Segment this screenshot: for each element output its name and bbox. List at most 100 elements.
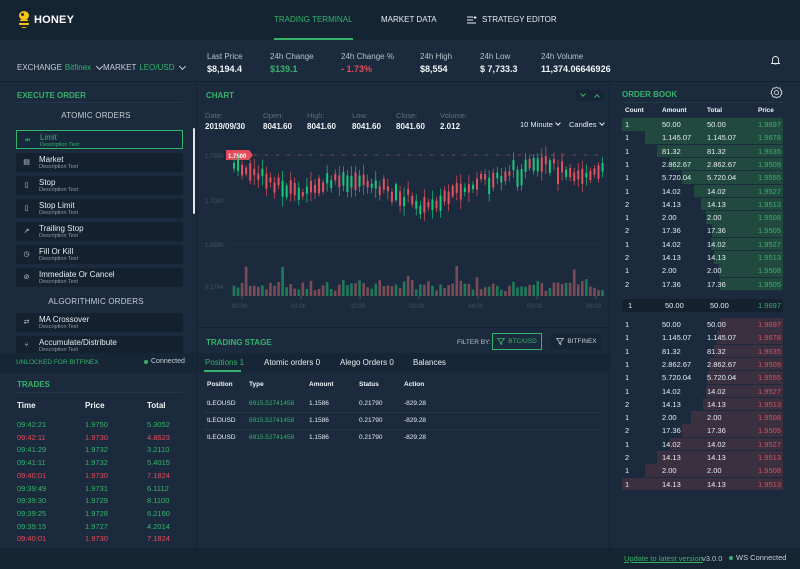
orderbook-bid-row[interactable]: 2 17.36 17.36 1.9505 [622, 224, 783, 237]
order-type-immediate-or-cancel[interactable]: ⊘ Immediate Or Cancel Description Text [16, 268, 183, 287]
depth-bar [700, 197, 783, 211]
orderbook-ask-row[interactable]: 2 14.13 14.13 1.9513 [622, 451, 783, 464]
order-type-limit[interactable]: ⇹ Limit Description Text [16, 130, 183, 149]
orderbook-ask-row[interactable]: 1 81.32 81.32 1.9635 [622, 344, 783, 358]
order-type-fill-or-kill[interactable]: ◷ Fill Or Kill Description Text [16, 245, 183, 264]
order-type-stop-limit[interactable]: ▯ Stop Limit Description Text [16, 199, 183, 218]
orderbook-bid-row[interactable]: 2 14.13 14.13 1.9513 [622, 251, 783, 264]
orderbook-bid-row[interactable]: 2 17.36 17.36 1.9505 [622, 277, 783, 291]
orderbook-ask-row[interactable]: 1 2.00 2.00 1.9508 [622, 411, 783, 424]
orderbook-ask-row[interactable]: 1 14.02 14.02 1.9527 [622, 384, 783, 397]
chart-type-dropdown[interactable]: Candles [569, 120, 605, 129]
order-type-stop[interactable]: ▯ Stop Description Text [16, 176, 183, 195]
orderbook-header-price: Price [758, 107, 774, 114]
market-selector[interactable]: MARKET LEO/USD [103, 62, 187, 72]
orderbook-cell: 2.862.67 [662, 359, 692, 369]
orderbook-cell: 2.00 [707, 266, 722, 276]
exchange-selector[interactable]: EXCHANGE Bitfinex [17, 62, 104, 72]
filter-pair-button[interactable]: BTC/USD [492, 333, 542, 350]
orderbook-cell: 1.9678 [758, 333, 781, 343]
orderbook-cell: 1.145.07 [707, 133, 737, 143]
app-logo[interactable]: HONEY [17, 10, 74, 30]
status-footer: Update to latest version v3.0.0 WS Conne… [0, 548, 800, 569]
orderbook-cell: 1 [628, 301, 633, 310]
order-list-scrollbar[interactable] [193, 128, 195, 214]
orderbook-cell: 1 [625, 320, 630, 329]
orderbook-cell: 1.9513 [758, 453, 781, 462]
orderbook-bid-row[interactable]: 1 2.00 2.00 1.9508 [622, 211, 783, 224]
orderbook-cell: 1.9508 [758, 466, 781, 476]
orderbook-spread-row[interactable]: 1 50.00 50.00 1.9697 [622, 299, 783, 312]
ticker-bar [0, 40, 800, 82]
orderbook-cell: 50.00 [707, 320, 726, 329]
order-type-market[interactable]: ▤ Market Description Text [16, 153, 183, 172]
depth-bar [705, 211, 783, 224]
orderbook-ask-row[interactable]: 1 1.145.07 1.145.07 1.9678 [622, 331, 783, 344]
orderbook-ask-row[interactable]: 1 50.00 50.00 1.9697 [622, 318, 783, 331]
orderbook-bid-row[interactable]: 1 81.32 81.32 1.9635 [622, 144, 783, 158]
filter-exchange-button[interactable]: BITFINEX [551, 333, 602, 350]
svg-text:03:00: 03:00 [409, 304, 425, 310]
trades-header-price: Price [85, 401, 105, 410]
order-type-ma-crossover[interactable]: ⇄ MA Crossover Description Text [16, 313, 183, 332]
bell-icon[interactable] [771, 55, 780, 65]
positions-header-type: Type [249, 381, 264, 388]
orderbook-ask-row[interactable]: 1 14.13 14.13 1.9513 [622, 477, 783, 491]
depth-bar [681, 171, 783, 184]
tab-balances[interactable]: Balances [413, 358, 446, 367]
nav-trading-terminal[interactable]: TRADING TERMINAL [274, 0, 353, 40]
orderbook-bid-row[interactable]: 1 50.00 50.00 1.9697 [622, 118, 783, 131]
gear-icon[interactable] [770, 86, 783, 99]
orderbook-bid-row[interactable]: 1 5.720.04 5.720.04 1.9555 [622, 171, 783, 184]
chevron-up-icon[interactable] [594, 94, 600, 100]
position-cell: 1.1586 [309, 400, 329, 407]
nav-strategy-editor[interactable]: STRATEGY EDITOR [467, 0, 557, 40]
update-version-link[interactable]: Update to latest version [624, 554, 703, 563]
unlocked-status: UNLOCKED FOR BITFINEX [16, 359, 99, 366]
orderbook-bid-row[interactable]: 2 14.13 14.13 1.9513 [622, 197, 783, 211]
orderbook-cell: 17.36 [707, 426, 726, 436]
filter-icon [497, 338, 506, 345]
market-value: LEO/USD [139, 63, 175, 72]
orderbook-ask-row[interactable]: 2 14.13 14.13 1.9513 [622, 397, 783, 411]
trade-price: 1.9732 [85, 445, 108, 455]
trade-time: 09:39:30 [17, 496, 47, 506]
orderbook-ask-row[interactable]: 2 17.36 17.36 1.9505 [622, 424, 783, 437]
orderbook-bid-row[interactable]: 1 2.00 2.00 1.9508 [622, 264, 783, 277]
orderbook-header-amount: Amount [662, 107, 687, 114]
order-type-accumulate-distribute[interactable]: ⑂ Accumulate/Distribute Description Text [16, 336, 183, 355]
orderbook-cell: 2.00 [707, 413, 722, 423]
trade-total: 8.1100 [147, 496, 170, 506]
orderbook-ask-row[interactable]: 1 2.00 2.00 1.9508 [622, 464, 783, 477]
order-type-trailing-stop[interactable]: ↗ Trailing Stop Description Text [16, 222, 183, 241]
nav-market-data[interactable]: MARKET DATA [381, 15, 437, 24]
stat-24h-volume: 24h Volume 11,374.06646926 [541, 52, 611, 74]
ohlc-high: High: 8041.60 [307, 111, 336, 131]
depth-bar [691, 411, 783, 424]
tab-positions[interactable]: Positions 1 [205, 358, 245, 367]
trade-price: 1.9729 [85, 496, 108, 506]
orderbook-bid-row[interactable]: 1 2.862.67 2.862.67 1.9509 [622, 157, 783, 171]
orderbook-ask-row[interactable]: 1 14.02 14.02 1.9527 [622, 437, 783, 451]
chevron-down-icon[interactable] [580, 91, 586, 97]
orderbook-ask-row[interactable]: 1 2.862.67 2.862.67 1.9509 [622, 357, 783, 371]
orderbook-cell: 50.00 [662, 120, 681, 129]
trade-time: 09:39:25 [17, 508, 47, 518]
orderbook-bid-row[interactable]: 1 14.02 14.02 1.9527 [622, 237, 783, 251]
orderbook-ask-row[interactable]: 1 5.720.04 5.720.04 1.9555 [622, 371, 783, 384]
orderbook-cell: 50.00 [665, 301, 684, 310]
orderbook-cell: 14.02 [707, 386, 726, 396]
orderbook-bid-row[interactable]: 1 1.145.07 1.145.07 1.9678 [622, 131, 783, 144]
orderbook-cell: 5.720.04 [662, 373, 692, 383]
positions-header-amount: Amount [309, 381, 334, 388]
orderbook-bid-row[interactable]: 1 14.02 14.02 1.9527 [622, 184, 783, 197]
orderbook-cell: 14.13 [707, 453, 726, 462]
tab-atomic-orders[interactable]: Atomic orders 0 [264, 358, 321, 367]
interval-dropdown[interactable]: 10 Minute [520, 120, 561, 129]
candlestick-chart[interactable]: 1.7500 1.7000 1.6500 0.2764 1.7500 00:00 01:00… [197, 143, 611, 318]
active-tab-indicator [204, 370, 241, 372]
orderbook-cell: 14.13 [662, 453, 681, 462]
orderbook-cell: 1 [625, 333, 630, 343]
orderbook-cell: 1 [625, 186, 630, 196]
tab-algo-orders[interactable]: Alego Orders 0 [340, 358, 394, 367]
